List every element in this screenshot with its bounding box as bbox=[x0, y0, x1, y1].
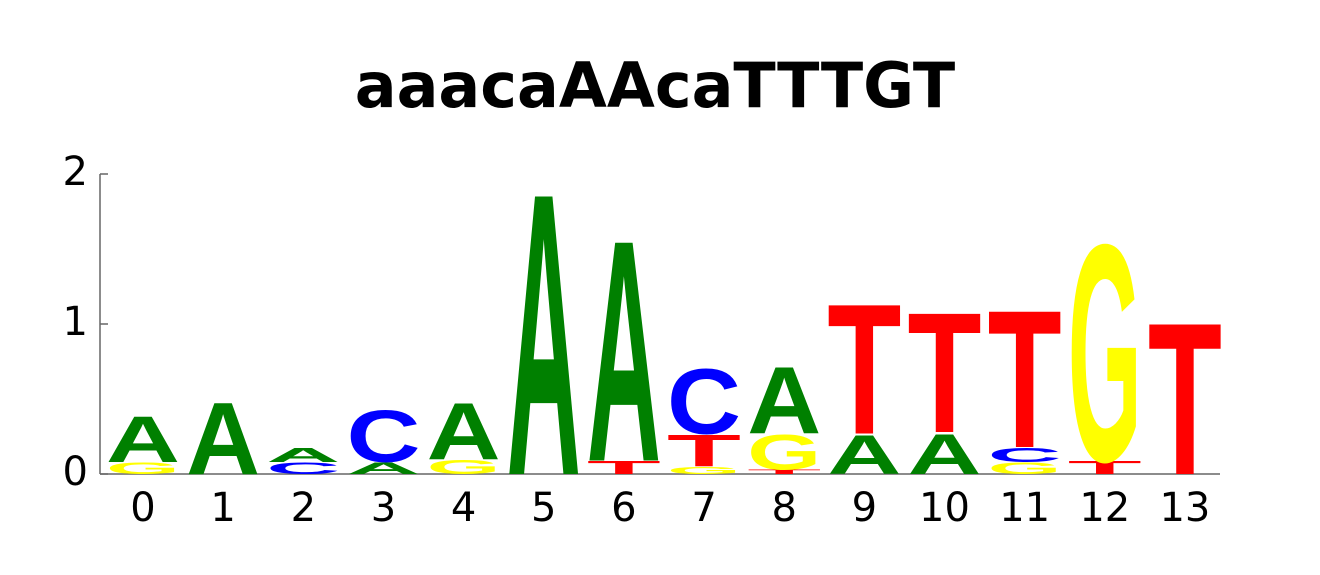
x-tick-label: 5 bbox=[531, 485, 556, 531]
x-tick-label: 7 bbox=[691, 485, 716, 531]
logo-letter: T bbox=[667, 426, 741, 477]
logo-letter: G bbox=[667, 465, 741, 476]
logo-letter: G bbox=[106, 459, 180, 477]
logo-letter: A bbox=[346, 459, 420, 477]
logo-letter: T bbox=[1068, 457, 1142, 478]
x-tick-label: 1 bbox=[210, 485, 235, 531]
logo-letter: T bbox=[747, 468, 821, 475]
logo-letter: C bbox=[988, 443, 1062, 466]
logo-letter: A bbox=[266, 443, 340, 466]
logo-letter: G bbox=[427, 455, 501, 478]
logo-letter: A bbox=[908, 422, 982, 487]
logo-letter: G bbox=[988, 459, 1062, 477]
logo-letter: C bbox=[266, 459, 340, 477]
logo-letter: C bbox=[346, 395, 420, 478]
logo-letter: A bbox=[587, 174, 661, 528]
x-tick-label: 12 bbox=[1079, 485, 1130, 531]
y-tick-label: 2 bbox=[63, 149, 88, 195]
x-tick-label: 10 bbox=[919, 485, 970, 531]
logo-letter: A bbox=[106, 403, 180, 477]
logo-letter: C bbox=[667, 349, 741, 454]
logo-letter: A bbox=[747, 347, 821, 454]
logo-letter: T bbox=[908, 277, 982, 469]
logo-letter: G bbox=[747, 425, 821, 481]
logo-letter: T bbox=[988, 269, 1062, 489]
x-tick-label: 8 bbox=[771, 485, 796, 531]
x-tick-label: 13 bbox=[1159, 485, 1210, 531]
x-tick-label: 4 bbox=[451, 485, 476, 531]
x-tick-label: 9 bbox=[852, 485, 877, 531]
y-tick-label: 0 bbox=[63, 449, 88, 495]
chart-title: aaacaAAcaTTTGT bbox=[355, 49, 955, 122]
x-tick-label: 3 bbox=[371, 485, 396, 531]
logo-letter: T bbox=[827, 266, 901, 473]
logo-letter: A bbox=[427, 386, 501, 476]
logo-letter: T bbox=[587, 457, 661, 478]
y-tick-label: 1 bbox=[63, 299, 88, 345]
logo-letter: T bbox=[1148, 279, 1222, 521]
x-tick-label: 6 bbox=[611, 485, 636, 531]
logo-letter: A bbox=[186, 381, 260, 497]
x-tick-label: 2 bbox=[291, 485, 316, 531]
logo-letter: A bbox=[507, 111, 581, 561]
logo-letter: A bbox=[827, 424, 901, 486]
logo-letter: G bbox=[1068, 179, 1142, 526]
x-tick-label: 0 bbox=[130, 485, 155, 531]
x-tick-label: 11 bbox=[999, 485, 1050, 531]
